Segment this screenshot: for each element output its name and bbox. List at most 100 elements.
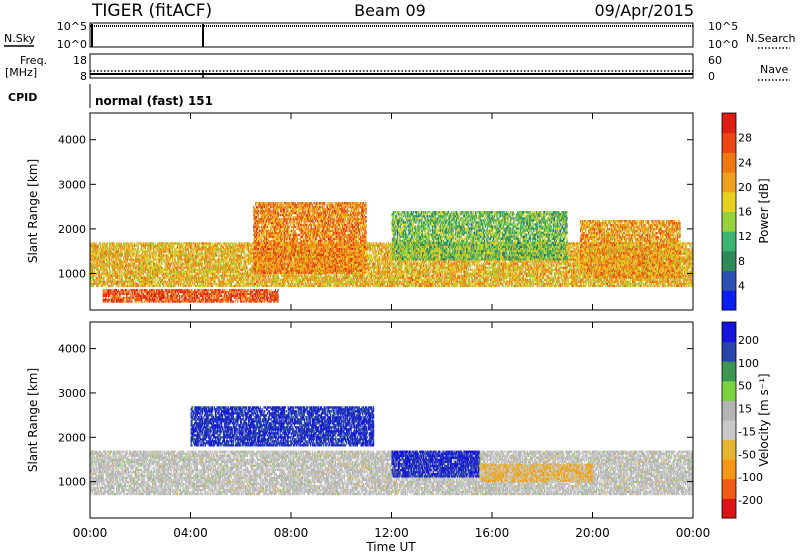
heatmap-cell xyxy=(227,254,229,257)
heatmap-cell xyxy=(172,272,174,275)
heatmap-cell xyxy=(153,274,155,277)
heatmap-cell xyxy=(179,278,181,281)
heatmap-cell xyxy=(212,278,215,281)
heatmap-cell xyxy=(136,278,138,281)
heatmap-cell xyxy=(145,264,147,267)
heatmap-cell xyxy=(201,278,203,281)
heatmap-cell xyxy=(177,258,179,261)
heatmap-cell xyxy=(217,276,219,279)
heatmap-cell xyxy=(195,276,198,279)
heatmap-cell xyxy=(142,270,145,273)
heatmap-cell xyxy=(214,258,216,261)
heatmap-cell xyxy=(233,248,235,251)
heatmap-cell xyxy=(101,266,103,269)
heatmap-cell xyxy=(243,244,245,247)
heatmap-cell xyxy=(206,248,208,251)
heatmap-cell xyxy=(168,260,170,263)
heatmap-cell xyxy=(134,272,136,275)
heatmap-cell xyxy=(148,284,150,288)
heatmap-cell xyxy=(134,246,136,249)
heatmap-cell xyxy=(180,272,182,275)
heatmap-cell xyxy=(274,276,276,279)
heatmap-cell xyxy=(221,258,223,261)
heatmap-cell xyxy=(169,276,172,279)
heatmap-cell xyxy=(158,258,160,261)
heatmap-cell xyxy=(127,254,129,257)
heatmap-cell xyxy=(100,252,102,255)
heatmap-cell xyxy=(225,270,227,273)
heatmap-cell xyxy=(155,282,157,286)
heatmap-cell xyxy=(122,264,124,267)
heatmap-cell xyxy=(223,258,225,261)
heatmap-cell xyxy=(103,268,105,271)
heatmap-cell xyxy=(182,248,184,251)
heatmap-cell xyxy=(231,260,233,263)
heatmap-cell xyxy=(90,260,93,263)
heatmap-cell xyxy=(196,250,198,253)
heatmap-cell xyxy=(129,250,131,253)
heatmap-cell xyxy=(219,248,221,251)
heatmap-cell xyxy=(221,280,223,283)
heatmap-cell xyxy=(153,254,155,257)
heatmap-cell xyxy=(216,270,218,273)
heatmap-cell xyxy=(258,284,260,288)
heatmap-cell xyxy=(182,272,184,275)
heatmap-cell xyxy=(218,284,220,288)
heatmap-cell xyxy=(92,252,94,255)
heatmap-cell xyxy=(129,264,131,267)
heatmap-cell xyxy=(97,246,99,249)
heatmap-cell xyxy=(91,276,93,279)
heatmap-cell xyxy=(152,276,154,279)
heatmap-cell xyxy=(92,284,94,288)
heatmap-cell xyxy=(171,242,173,245)
heatmap-cell xyxy=(182,268,184,271)
heatmap-cell xyxy=(234,254,236,257)
heatmap-cell xyxy=(234,284,236,288)
heatmap-cell xyxy=(173,278,175,281)
heatmap-cell xyxy=(90,282,93,286)
heatmap-cell xyxy=(119,256,121,259)
heatmap-cell xyxy=(116,246,119,249)
heatmap-cell xyxy=(183,242,185,245)
heatmap-cell xyxy=(137,284,139,288)
heatmap-cell xyxy=(180,280,182,283)
heatmap-cell xyxy=(221,264,223,267)
heatmap-cell xyxy=(214,282,216,286)
heatmap-cell xyxy=(232,272,234,275)
heatmap-cell xyxy=(116,264,119,267)
heatmap-cell xyxy=(195,250,197,253)
heatmap-cell xyxy=(224,250,226,253)
heatmap-cell xyxy=(192,264,194,267)
heatmap-cell xyxy=(134,252,136,255)
heatmap-cell xyxy=(201,282,203,286)
heatmap-cell xyxy=(120,282,122,286)
heatmap-cell xyxy=(212,248,215,251)
heatmap-cell xyxy=(136,260,138,263)
heatmap-cell xyxy=(116,270,118,273)
heatmap-cell xyxy=(135,264,137,267)
heatmap-cell xyxy=(164,262,166,265)
heatmap-cell xyxy=(90,256,92,259)
heatmap-cell xyxy=(249,262,251,265)
heatmap-cell xyxy=(122,248,124,251)
heatmap-cell xyxy=(144,280,146,283)
heatmap-cell xyxy=(118,262,120,265)
heatmap-cell xyxy=(177,272,179,275)
heatmap-cell xyxy=(143,252,145,255)
heatmap-cell xyxy=(151,282,154,286)
heatmap-cell xyxy=(307,276,309,279)
heatmap-cell xyxy=(142,262,144,265)
heatmap-cell xyxy=(156,262,158,265)
heatmap-cell xyxy=(107,256,110,259)
heatmap-cell xyxy=(195,264,197,267)
heatmap-cell xyxy=(340,284,342,288)
heatmap-cell xyxy=(201,246,203,249)
heatmap-cell xyxy=(106,244,108,247)
heatmap-cell xyxy=(226,282,228,286)
heatmap-cell xyxy=(110,282,112,286)
heatmap-cell xyxy=(204,272,206,275)
heatmap-cell xyxy=(221,278,224,281)
heatmap-cell xyxy=(191,260,193,263)
heatmap-cell xyxy=(134,258,137,261)
heatmap-cell xyxy=(235,278,237,281)
